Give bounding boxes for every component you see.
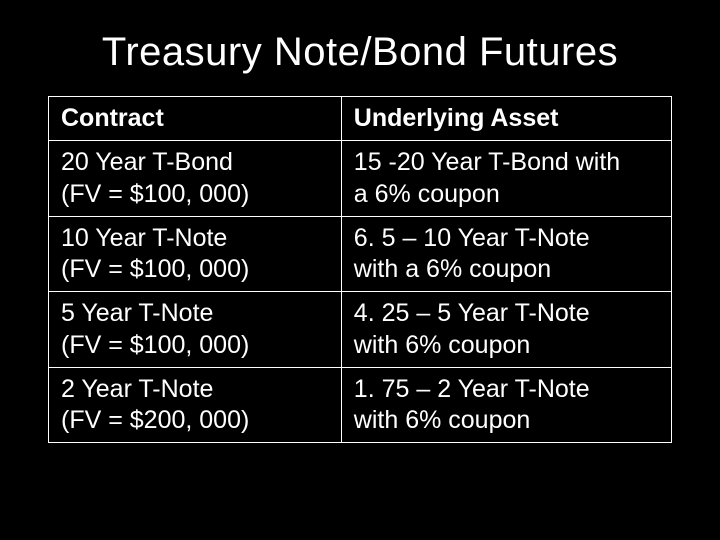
table-header-row: Contract Underlying Asset	[49, 97, 672, 141]
cell-underlying: 6. 5 – 10 Year T-Note with a 6% coupon	[341, 216, 671, 292]
cell-contract: 10 Year T-Note (FV = $100, 000)	[49, 216, 342, 292]
underlying-line1: 6. 5 – 10 Year T-Note	[354, 224, 590, 252]
table-row: 2 Year T-Note (FV = $200, 000) 1. 75 – 2…	[49, 367, 672, 443]
cell-underlying: 4. 25 – 5 Year T-Note with 6% coupon	[341, 292, 671, 368]
cell-contract: 20 Year T-Bond (FV = $100, 000)	[49, 141, 342, 217]
underlying-line1: 4. 25 – 5 Year T-Note	[354, 299, 590, 327]
underlying-line2: with a 6% coupon	[354, 255, 551, 283]
table-row: 5 Year T-Note (FV = $100, 000) 4. 25 – 5…	[49, 292, 672, 368]
table-row: 20 Year T-Bond (FV = $100, 000) 15 -20 Y…	[49, 141, 672, 217]
contract-name: 5 Year T-Note	[61, 299, 213, 327]
contract-name: 2 Year T-Note	[61, 375, 213, 403]
contract-fv: (FV = $100, 000)	[61, 180, 249, 208]
cell-contract: 2 Year T-Note (FV = $200, 000)	[49, 367, 342, 443]
slide: Treasury Note/Bond Futures Contract Unde…	[0, 0, 720, 540]
col-header-underlying: Underlying Asset	[341, 97, 671, 141]
cell-underlying: 15 -20 Year T-Bond with a 6% coupon	[341, 141, 671, 217]
slide-title: Treasury Note/Bond Futures	[48, 30, 672, 74]
underlying-line2: with 6% coupon	[354, 331, 531, 359]
cell-contract: 5 Year T-Note (FV = $100, 000)	[49, 292, 342, 368]
underlying-line2: with 6% coupon	[354, 406, 531, 434]
underlying-line1: 15 -20 Year T-Bond with	[354, 148, 620, 176]
contract-fv: (FV = $100, 000)	[61, 255, 249, 283]
contract-name: 20 Year T-Bond	[61, 148, 233, 176]
underlying-line1: 1. 75 – 2 Year T-Note	[354, 375, 590, 403]
futures-table: Contract Underlying Asset 20 Year T-Bond…	[48, 96, 672, 443]
table-row: 10 Year T-Note (FV = $100, 000) 6. 5 – 1…	[49, 216, 672, 292]
contract-fv: (FV = $100, 000)	[61, 331, 249, 359]
col-header-contract: Contract	[49, 97, 342, 141]
contract-name: 10 Year T-Note	[61, 224, 227, 252]
contract-fv: (FV = $200, 000)	[61, 406, 249, 434]
underlying-line2: a 6% coupon	[354, 180, 500, 208]
cell-underlying: 1. 75 – 2 Year T-Note with 6% coupon	[341, 367, 671, 443]
